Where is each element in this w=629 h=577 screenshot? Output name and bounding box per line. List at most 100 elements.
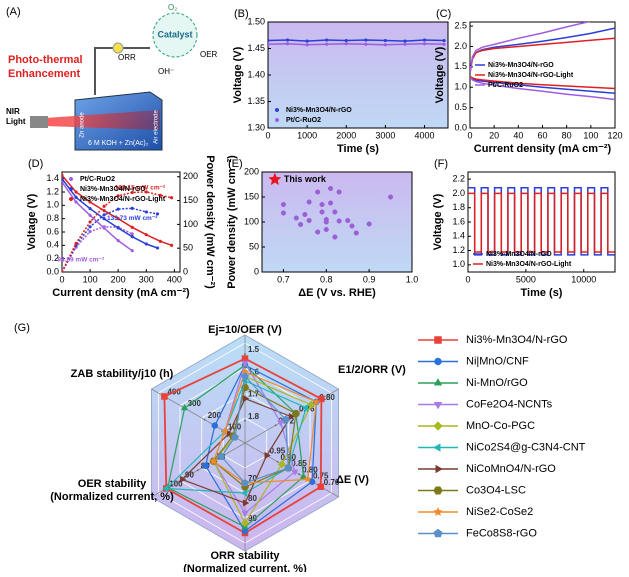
a-text: OH⁻ <box>158 67 174 76</box>
point <box>169 196 174 200</box>
x-tick-label: 20 <box>489 130 499 140</box>
x-tick-label: 80 <box>562 130 572 140</box>
panel-label: (B) <box>234 8 249 20</box>
x-tick-label: 40 <box>513 130 523 140</box>
peak-label: 133.73 mW cm⁻² <box>107 215 158 222</box>
laser <box>30 116 48 128</box>
legend-label: Ni3%-Mn3O4/N-rGO <box>488 62 554 69</box>
point <box>364 42 368 46</box>
x-tick-label: 0 <box>59 274 64 284</box>
legend-swatch <box>68 196 74 202</box>
point <box>344 38 348 43</box>
point <box>323 219 329 225</box>
legend-label: Pt/C-RuO2 <box>488 82 523 89</box>
series-line <box>470 76 615 101</box>
point <box>298 221 304 228</box>
series-line <box>470 75 615 90</box>
point <box>305 43 309 47</box>
x-tick-label: 120 <box>607 130 622 140</box>
point <box>130 235 134 239</box>
radar-tick <box>244 353 246 355</box>
radar-tick-label: 0.90 <box>280 453 296 462</box>
radar-point <box>307 400 316 409</box>
point <box>366 221 372 227</box>
radar-tick <box>276 460 279 463</box>
point <box>144 233 148 237</box>
y-tick-label: 1.50 <box>247 16 265 26</box>
radar-point <box>291 410 300 418</box>
point <box>285 38 290 42</box>
series-line <box>62 226 133 272</box>
radar-point <box>301 404 309 412</box>
plot-area <box>470 22 615 101</box>
y-tick-label: 1.5 <box>454 61 467 71</box>
x-tick-label: 10000 <box>571 274 596 284</box>
radar-point <box>242 499 250 507</box>
radar-tick-label: 1.8 <box>248 412 260 421</box>
legend-label: Co3O4-LSC <box>466 484 526 496</box>
point <box>155 246 160 250</box>
radar-point <box>299 472 308 479</box>
plot-area <box>62 173 174 272</box>
point <box>325 38 329 42</box>
point <box>130 225 134 229</box>
bulb <box>112 42 124 54</box>
legend-swatch <box>68 176 74 182</box>
panel-label: (E) <box>228 158 243 170</box>
point <box>353 230 359 236</box>
y-tick-label: 1.4 <box>46 173 59 183</box>
radar-tick-label: 70 <box>248 474 257 483</box>
a-title: Photo-thermal <box>8 54 83 66</box>
radar-point <box>161 393 168 400</box>
radar-point <box>209 456 218 465</box>
point <box>442 38 446 43</box>
point <box>383 43 388 47</box>
y-tick-label: 150 <box>244 191 259 201</box>
panel-label: (D) <box>28 158 43 170</box>
plot-area <box>268 38 446 47</box>
legend-label: MnO-Co-PGC <box>466 420 535 432</box>
point <box>102 204 106 208</box>
plot-frame <box>469 21 616 129</box>
a-text: 6 M KOH + Zn(Ac)₂ <box>88 140 149 147</box>
x-tick-label: 60 <box>537 130 547 140</box>
point <box>332 234 338 240</box>
point <box>74 195 78 199</box>
point <box>344 42 348 46</box>
radar-axis-label: ΔE (V) <box>336 474 369 486</box>
point <box>336 189 342 195</box>
legend-label: Ni3%-Mn3O4/N-rGO <box>486 251 552 258</box>
y-tick-label: 0.4 <box>46 240 59 250</box>
peak-label: 168.15 mW cm⁻² <box>115 185 166 192</box>
legend-swatch <box>433 528 443 538</box>
a-text: NIR <box>6 107 20 116</box>
point <box>130 232 134 236</box>
y-tick-label: 1.2 <box>452 245 465 255</box>
radar-point <box>241 478 249 487</box>
y-tick-label: 200 <box>244 166 259 176</box>
radar-tick-label: 90 <box>248 514 257 523</box>
point <box>319 201 325 208</box>
plot-area <box>268 172 394 240</box>
x-tick-label: 0.8 <box>320 274 333 284</box>
radar-tick <box>298 473 300 476</box>
radar-tick-label: 100 <box>169 480 183 489</box>
plot-frame <box>267 21 449 129</box>
radar-point <box>180 403 189 411</box>
point <box>74 241 78 246</box>
legend-swatch <box>434 357 442 366</box>
legend-label: Ni-MnO/rGO <box>466 377 528 389</box>
legend-label: Ni3%-Mn3O4/N-rGO <box>466 334 568 346</box>
x-tick-label: 0 <box>265 130 270 140</box>
a-text: Zn anode <box>80 112 86 138</box>
point <box>442 42 446 46</box>
point <box>88 229 92 234</box>
point <box>169 243 174 247</box>
point <box>293 215 299 221</box>
y-tick-label: 1.0 <box>452 259 465 269</box>
point <box>364 38 368 42</box>
point <box>88 220 92 224</box>
y-tick-label: 1.30 <box>247 122 265 132</box>
point <box>116 194 120 198</box>
y-axis-label: Voltage (V) <box>26 193 38 250</box>
